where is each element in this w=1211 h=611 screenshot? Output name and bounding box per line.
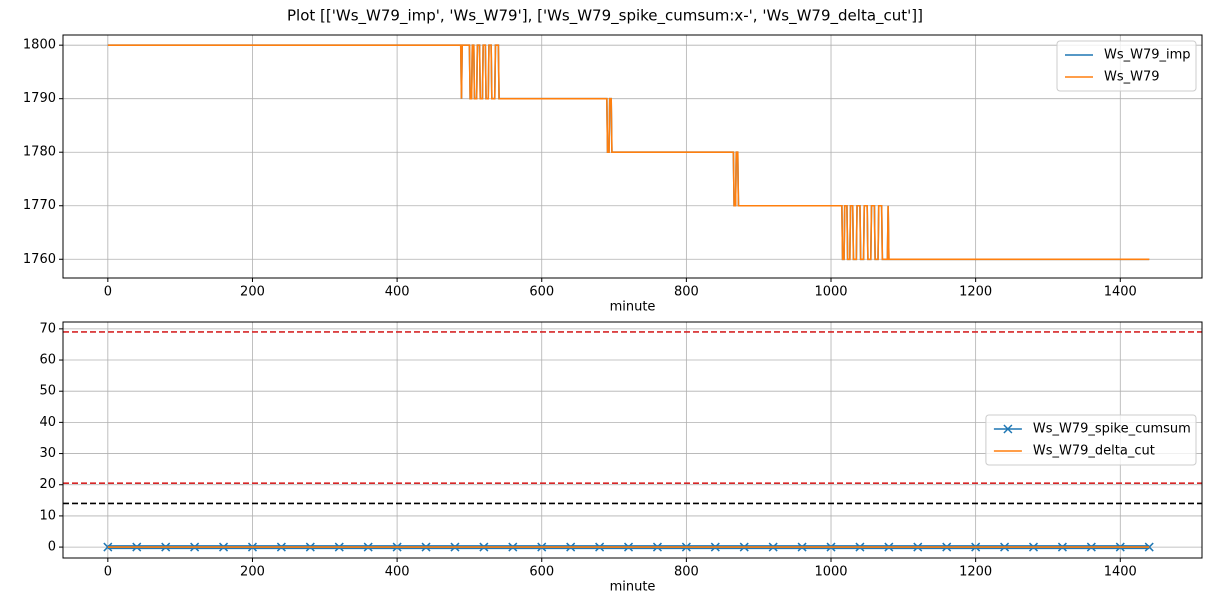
legend-label: Ws_W79 [1104, 70, 1160, 85]
figure-title: Plot [['Ws_W79_imp', 'Ws_W79'], ['Ws_W79… [287, 7, 923, 26]
legend-label: Ws_W79_imp [1104, 48, 1191, 63]
legend-label: Ws_W79_delta_cut [1033, 444, 1155, 459]
line [107, 44, 1150, 261]
x-tick-label: 1000 [814, 285, 847, 300]
y-tick-label: 0 [48, 540, 56, 555]
x-tick-label: 1400 [1104, 565, 1137, 580]
x-tick-label: 600 [529, 565, 554, 580]
y-tick-label: 1760 [23, 252, 56, 267]
legend-box [1056, 40, 1197, 92]
x-tick-label: 1200 [959, 285, 992, 300]
y-tick-label: 40 [39, 415, 56, 430]
legend-box [985, 414, 1197, 466]
x-tick-label: 0 [104, 565, 112, 580]
x-tick-label: 400 [385, 285, 410, 300]
y-tick-label: 20 [39, 477, 56, 492]
x-tick-label: 400 [385, 565, 410, 580]
x-tick-label: 200 [240, 565, 265, 580]
x-tick-label: 600 [529, 285, 554, 300]
x-tick-label: 800 [674, 565, 699, 580]
x-axis-label: minute [610, 300, 656, 315]
x-tick-label: 200 [240, 285, 265, 300]
y-tick-label: 1790 [23, 91, 56, 106]
x-tick-label: 1400 [1104, 285, 1137, 300]
series [107, 44, 1150, 261]
y-tick-label: 70 [39, 321, 56, 336]
y-tick-label: 1770 [23, 198, 56, 213]
x-tick-label: 0 [104, 285, 112, 300]
x-tick-label: 800 [674, 285, 699, 300]
y-tick-label: 50 [39, 384, 56, 399]
y-tick-label: 60 [39, 353, 56, 368]
marker [1144, 542, 1154, 552]
y-tick-label: 30 [39, 446, 56, 461]
axes-frame [62, 34, 1203, 279]
legend-label: Ws_W79_spike_cumsum [1033, 422, 1191, 437]
legend-marker [1003, 424, 1013, 434]
axes-frame [62, 321, 1203, 559]
x-tick-label: 1000 [814, 565, 847, 580]
y-tick-label: 10 [39, 508, 56, 523]
y-tick-label: 1780 [23, 145, 56, 160]
x-tick-label: 1200 [959, 565, 992, 580]
x-axis-label: minute [610, 580, 656, 595]
y-tick-label: 1800 [23, 38, 56, 53]
